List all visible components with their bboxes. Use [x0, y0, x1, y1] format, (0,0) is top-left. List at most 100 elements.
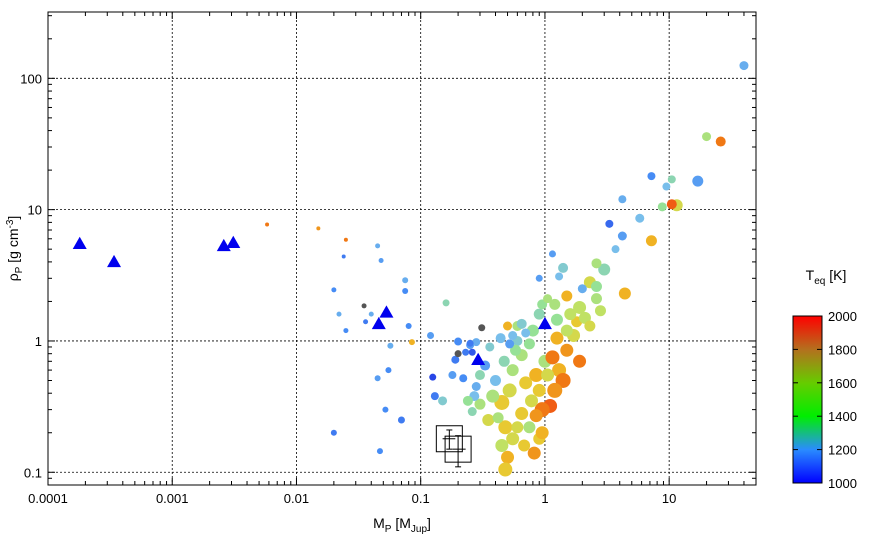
data-point [647, 172, 656, 181]
x-tick-label: 0.1 [412, 491, 430, 506]
data-point [405, 322, 412, 329]
data-point [330, 429, 337, 436]
data-point [645, 235, 657, 247]
data-point [430, 392, 439, 401]
data-point [474, 398, 486, 410]
y-tick-label: 0.1 [24, 465, 42, 480]
y-tick-label: 10 [28, 203, 42, 218]
data-point [505, 339, 515, 349]
colorbar-tick-label: 2000 [828, 309, 857, 324]
data-point [375, 243, 381, 249]
data-point [605, 219, 614, 228]
triangle-marker [371, 316, 386, 330]
data-point [550, 313, 563, 326]
data-point [489, 374, 501, 386]
data-point [498, 462, 513, 477]
y-axis-label-sup: -3 [5, 219, 16, 228]
colorbar-ticks: 1000 1200 1400 1600 1800 2000 [793, 309, 857, 491]
data-point [521, 328, 531, 338]
grid-lines [47, 12, 756, 485]
data-point [451, 355, 460, 364]
data-point [508, 331, 518, 341]
data-point [482, 414, 495, 427]
data-point [459, 374, 468, 383]
data-point [471, 381, 481, 391]
data-point [590, 280, 602, 292]
data-point [535, 274, 543, 282]
data-point [547, 382, 563, 398]
data-point [501, 450, 515, 464]
y-tick-label: 100 [20, 71, 42, 86]
triangle-markers [72, 235, 552, 365]
data-point [466, 339, 474, 347]
data-point [448, 371, 457, 380]
data-point [511, 421, 524, 434]
triangle-marker [379, 305, 394, 318]
x-axis-label-main: M [373, 515, 385, 531]
highlight-box [435, 425, 463, 453]
data-point [462, 348, 470, 356]
y-axis-label-rest: [g cm [5, 229, 21, 267]
data-point [598, 263, 611, 276]
data-point [515, 407, 529, 421]
data-point [495, 438, 509, 452]
data-point [402, 277, 409, 284]
x-tick-label: 1 [541, 491, 548, 506]
data-point [548, 250, 556, 258]
data-point [429, 373, 437, 381]
data-point [506, 432, 520, 446]
data-point [618, 287, 631, 300]
data-point [382, 406, 389, 413]
triangle-marker [72, 236, 87, 249]
colorbar: Teq [K] 1000 1200 1400 1600 1800 2000 [792, 267, 857, 491]
data-point [341, 254, 346, 259]
y-axis-label-sub: P [14, 266, 25, 273]
data-point [550, 331, 564, 345]
data-point [438, 396, 448, 406]
data-point [527, 446, 541, 460]
colorbar-tick-label: 1600 [828, 376, 857, 391]
data-point [427, 332, 435, 340]
colorbar-tick-label: 1400 [828, 409, 857, 424]
colorbar-tick-label: 1200 [828, 443, 857, 458]
triangle-marker [216, 238, 231, 252]
data-point [577, 284, 587, 294]
data-point [594, 305, 606, 317]
data-point [454, 350, 462, 358]
x-tick-label: 10 [662, 491, 676, 506]
data-point [368, 311, 374, 317]
data-point [702, 132, 712, 142]
data-point [543, 294, 553, 304]
data-point [667, 175, 676, 184]
colorbar-tick-label: 1000 [828, 476, 857, 491]
data-point [408, 339, 415, 346]
data-point [573, 354, 587, 368]
triangle-marker [537, 316, 552, 330]
triangle-marker [226, 235, 241, 248]
highlight-boxes [435, 425, 472, 468]
data-point [336, 311, 342, 317]
data-point [532, 383, 546, 397]
data-point [533, 308, 545, 320]
data-point [485, 342, 495, 352]
data-point [560, 324, 573, 337]
data-point [635, 213, 645, 223]
data-point [516, 318, 527, 329]
triangle-marker [107, 254, 122, 268]
data-point [561, 290, 573, 302]
data-point [535, 426, 549, 440]
plot-frame [47, 11, 757, 486]
data-point [478, 324, 486, 332]
data-point [541, 368, 555, 382]
data-point [584, 320, 596, 332]
data-point [468, 348, 476, 356]
data-point [343, 328, 349, 334]
data-point [397, 416, 405, 424]
data-points [265, 61, 749, 477]
data-point [316, 226, 321, 231]
data-point [402, 288, 409, 295]
data-point [472, 338, 481, 347]
x-axis-label: MP [MJup] [373, 515, 431, 535]
data-point [462, 395, 473, 406]
data-point [385, 367, 392, 374]
